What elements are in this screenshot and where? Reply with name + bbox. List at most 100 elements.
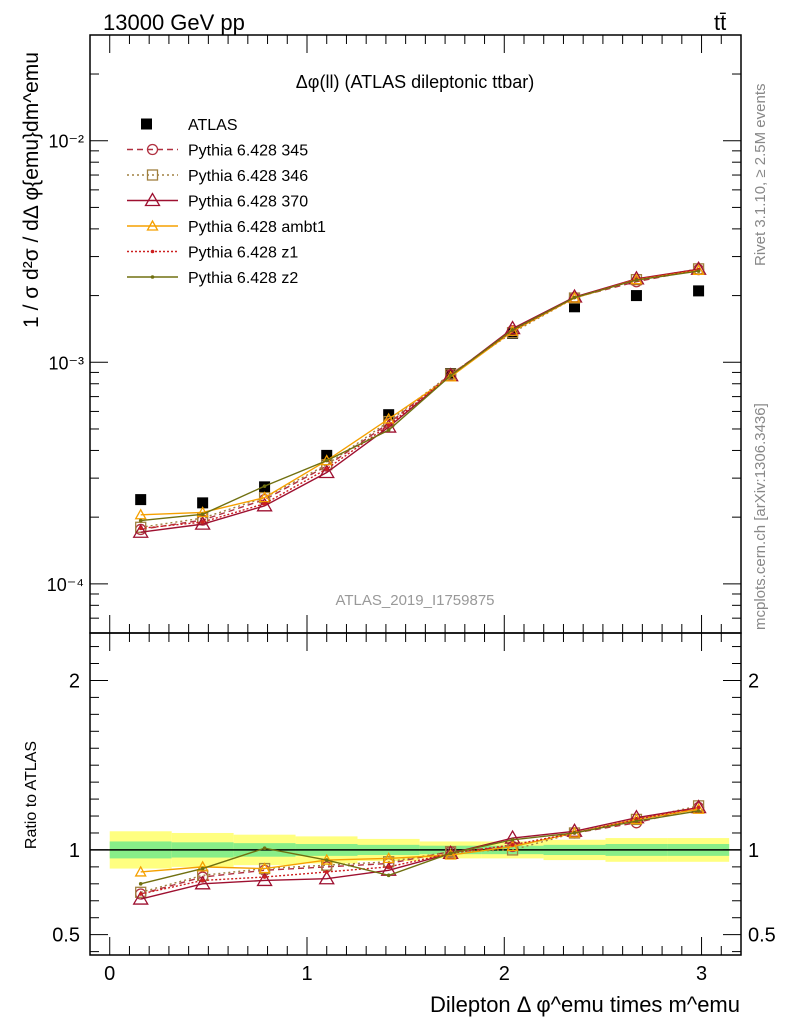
series-6-point xyxy=(138,518,143,523)
series-6-point xyxy=(572,295,577,300)
legend-marker xyxy=(144,192,161,207)
legend-label: Pythia 6.428 z1 xyxy=(188,245,298,262)
analysis-watermark: ATLAS_2019_I1759875 xyxy=(335,592,494,609)
ratio-series-4-point xyxy=(138,892,143,896)
series-4-point xyxy=(258,491,271,503)
legend-marker xyxy=(146,143,159,156)
ratio-panel-frame xyxy=(89,632,742,956)
series-5-point xyxy=(200,520,205,524)
series-5-point xyxy=(386,423,391,428)
y-tick-label: 10⁻² xyxy=(48,132,84,152)
ratio-series-4-point xyxy=(696,805,701,810)
series-4-line xyxy=(140,269,699,516)
ratio-y-tick-label: 1 xyxy=(69,840,80,862)
x-tick-label: 1 xyxy=(301,963,312,985)
ratio-series-4-point xyxy=(510,843,515,847)
ratio-series-5-point xyxy=(324,858,329,862)
series-0-point xyxy=(569,301,581,313)
series-6-line xyxy=(140,270,699,522)
ratio-series-2-line xyxy=(140,806,699,900)
ratio-series-2-point xyxy=(256,872,273,887)
legend-label: ATLAS xyxy=(188,117,238,134)
series-0-point xyxy=(197,497,209,509)
ratio-series-5-point xyxy=(386,873,391,878)
ratio-series-2-point xyxy=(318,870,335,885)
ratio-y-tick-label: 0.5 xyxy=(52,925,80,947)
series-6-point xyxy=(510,328,515,332)
chart-title: Δφ(ll) (ATLAS dileptonic ttbar) xyxy=(296,72,534,92)
ratio-series-4-line xyxy=(140,806,699,895)
series-6-point xyxy=(448,373,453,378)
ratio-series-3-point xyxy=(196,860,209,872)
ratio-series-4-point xyxy=(324,870,329,874)
ratio-series-5-point xyxy=(510,837,515,842)
x-tick-label: 2 xyxy=(499,963,510,985)
series-0-point xyxy=(693,285,705,297)
ratio-y-tick-label-right: 2 xyxy=(748,670,759,692)
series-6-point xyxy=(634,278,639,282)
header-collision-label: 13000 GeV pp xyxy=(103,10,245,35)
ratio-series-3-point xyxy=(692,802,705,814)
legend-marker xyxy=(146,169,159,181)
ratio-series-5-point xyxy=(634,819,639,823)
series-5-point xyxy=(138,526,143,531)
x-tick-label: 0 xyxy=(104,963,115,985)
series-4-point xyxy=(506,324,519,336)
series-3-point xyxy=(194,515,211,530)
legend-label: Pythia 6.428 z2 xyxy=(188,270,298,287)
ratio-series-5-point xyxy=(572,831,577,835)
series-5-point xyxy=(324,467,329,471)
ratio-series-5-point xyxy=(138,882,143,886)
ratio-y-axis-label: Ratio to ATLAS xyxy=(23,741,40,849)
ratio-series-3-point xyxy=(506,840,519,852)
ratio-series-3-line xyxy=(140,808,699,873)
mcplots-reference-label: mcplots.cern.ch [arXiv:1306.3436] xyxy=(752,403,769,630)
legend-marker xyxy=(141,118,152,130)
series-6-point xyxy=(386,428,391,432)
y-axis-label: 1 / σ d²σ / dΔ φ{emu}dm^emu xyxy=(20,52,43,328)
series-6-point xyxy=(696,269,701,273)
legend-label: Pythia 6.428 370 xyxy=(188,194,308,211)
x-tick-label: 3 xyxy=(696,963,707,985)
series-3-point xyxy=(132,523,149,538)
ratio-series-5-point xyxy=(200,866,205,871)
header-process-label: tt̄ xyxy=(714,10,727,35)
ratio-series-3-point xyxy=(258,862,271,874)
legend-label: Pythia 6.428 ambt1 xyxy=(188,219,326,236)
series-3-point xyxy=(256,497,273,512)
series-6-point xyxy=(200,512,205,517)
series-4-point xyxy=(382,412,395,424)
ratio-y-tick-label-right: 1 xyxy=(748,840,759,862)
ratio-series-5-point xyxy=(696,809,701,813)
ratio-series-5-line xyxy=(140,810,699,885)
series-4-point xyxy=(134,508,147,520)
legend-label: Pythia 6.428 345 xyxy=(188,143,308,160)
series-1-line xyxy=(140,268,699,531)
ratio-series-3-point xyxy=(134,865,147,877)
ratio-y-tick-label-right: 0.5 xyxy=(748,925,776,947)
legend-label: Pythia 6.428 346 xyxy=(188,168,308,185)
series-0-point xyxy=(630,290,642,302)
ratio-y-tick-label: 2 xyxy=(69,670,80,692)
legend-marker xyxy=(150,249,155,254)
series-6-point xyxy=(262,484,267,488)
ratio-series-3-point xyxy=(382,852,395,864)
legend-marker xyxy=(146,219,159,231)
y-tick-label: 10⁻⁴ xyxy=(47,575,84,595)
series-4-point xyxy=(196,506,209,518)
series-5-point xyxy=(262,501,267,506)
ratio-series-2-point xyxy=(132,890,149,905)
rivet-version-label: Rivet 3.1.10, ≥ 2.5M events xyxy=(752,83,769,267)
series-2-line xyxy=(140,268,699,528)
ratio-series-4-point xyxy=(262,875,267,879)
series-3-point xyxy=(380,418,397,433)
ratio-series-0-line xyxy=(140,806,699,895)
ratio-series-2-point xyxy=(194,875,211,890)
legend-marker xyxy=(150,275,155,279)
ratio-series-2-point xyxy=(566,822,583,837)
series-0-point xyxy=(135,494,147,506)
y-tick-label: 10⁻³ xyxy=(48,353,84,373)
ratio-series-5-point xyxy=(448,851,453,856)
ratio-series-5-point xyxy=(262,846,267,851)
